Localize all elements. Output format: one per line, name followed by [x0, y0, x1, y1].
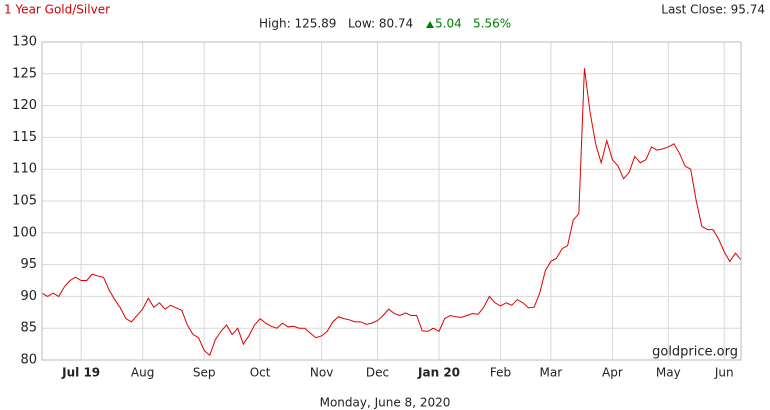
- chart-title: 1 Year Gold/Silver: [4, 3, 110, 17]
- y-tick-label: 115: [12, 130, 37, 145]
- date: Monday, June 8, 2020: [320, 396, 451, 410]
- x-tick-label: Oct: [250, 366, 271, 380]
- x-tick-label: Jan 20: [417, 366, 460, 380]
- change-percent: 5.56%: [473, 17, 511, 31]
- x-tick-label: Mar: [540, 366, 563, 380]
- x-tick-label: Dec: [366, 366, 389, 380]
- data-line: [41, 68, 742, 357]
- last-close: Last Close: 95.74: [661, 3, 765, 17]
- change: 5.04: [435, 17, 462, 31]
- x-tick-label: Aug: [131, 366, 154, 380]
- high: High: 125.89: [259, 17, 336, 31]
- low: Low: 80.74: [348, 17, 413, 31]
- y-tick-label: 85: [20, 321, 37, 336]
- plot-frame: [41, 41, 742, 361]
- x-tick-label: Sep: [193, 366, 216, 380]
- y-tick-label: 125: [12, 66, 37, 81]
- x-tick-label: May: [656, 366, 681, 380]
- x-tick-label: Jul 19: [61, 366, 100, 380]
- x-tick-label: Feb: [490, 366, 511, 380]
- y-tick-label: 105: [12, 194, 37, 209]
- y-tick-label: 130: [12, 35, 37, 50]
- y-tick-label: 120: [12, 98, 37, 113]
- y-tick-label: 80: [20, 353, 37, 368]
- y-tick-label: 90: [20, 289, 37, 304]
- watermark: goldprice.org: [652, 345, 738, 360]
- y-tick-label: 95: [20, 257, 37, 272]
- y-tick-label: 100: [12, 225, 37, 240]
- x-tick-label: Nov: [310, 366, 333, 380]
- x-tick-label: Apr: [602, 366, 623, 380]
- y-tick-label: 110: [12, 162, 37, 177]
- x-tick-label: Jun: [714, 366, 734, 380]
- up-arrow: [426, 21, 434, 28]
